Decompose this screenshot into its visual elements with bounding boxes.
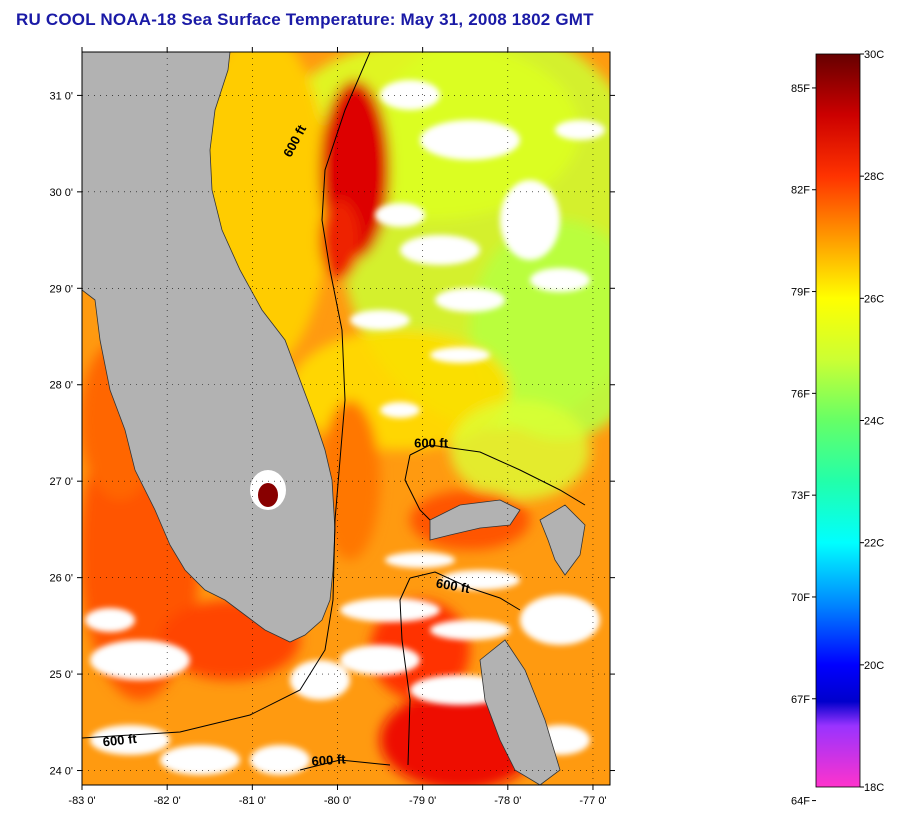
colorbar-fahrenheit-labels: 85F 82F 79F 76F 73F 70F 67F 64F [791, 83, 816, 808]
colorbar-fahrenheit-label: 76F [791, 388, 810, 400]
lat-tick-label: 29 0' [49, 283, 73, 295]
lat-tick-label: 25 0' [49, 669, 73, 681]
land-andros-island [479, 639, 561, 785]
colorbar-fahrenheit-label: 70F [791, 592, 810, 604]
lat-tick-label: 30 0' [49, 187, 73, 199]
land-abaco [539, 504, 586, 576]
colorbar-fahrenheit-label: 64F [791, 796, 810, 808]
lat-tick-label: 31 0' [49, 90, 73, 102]
colorbar-fahrenheit-label: 82F [791, 185, 810, 197]
cloud-cover [85, 80, 605, 775]
colorbar-celsius-label: 22C [864, 538, 884, 550]
lon-tick-label: -81 0' [239, 795, 266, 807]
colorbar [815, 53, 861, 788]
colorbar-fahrenheit-label: 79F [791, 287, 810, 299]
colorbar-celsius-label: 30C [864, 49, 884, 61]
lon-tick-label: -79 0' [409, 795, 436, 807]
colorbar-fahrenheit-label: 67F [791, 694, 810, 706]
colorbar-celsius-label: 28C [864, 171, 884, 183]
colorbar-celsius-label: 24C [864, 416, 884, 428]
contour-label-600ft: 600 ft [414, 435, 449, 450]
colorbar-celsius-label: 18C [864, 782, 884, 794]
lon-tick-label: -80 0' [324, 795, 351, 807]
colorbar-fahrenheit-label: 85F [791, 83, 810, 95]
colorbar-fahrenheit-label: 73F [791, 490, 810, 502]
lon-tick-label: -82 0' [154, 795, 181, 807]
map-frame [81, 51, 611, 786]
contour-label-600ft: 600 ft [102, 731, 138, 750]
lat-axis: 31 0' 30 0' 29 0' 28 0' 27 0' 26 0' 25 0' 24 0' [49, 90, 615, 778]
land-andros-bahamas [429, 499, 521, 541]
lat-tick-label: 26 0' [49, 573, 73, 585]
lon-tick-label: -83 0' [68, 795, 95, 807]
colorbar-celsius-labels: 30C 28C 26C 24C 22C 20C 18C [860, 49, 884, 794]
map-title: RU COOL NOAA-18 Sea Surface Temperature:… [16, 10, 594, 29]
colorbar-celsius-label: 20C [864, 660, 884, 672]
grid-lines [82, 52, 610, 785]
lat-tick-label: 28 0' [49, 380, 73, 392]
colorbar-celsius-label: 26C [864, 293, 884, 305]
lon-tick-label: -77 0' [579, 795, 606, 807]
temperature-patches [82, 52, 610, 785]
lon-axis: -83 0' -82 0' -81 0' -80 0' -79 0' -78 0' -77 … [68, 47, 607, 807]
lake-okeechobee [258, 483, 278, 507]
bathymetry-contours [82, 52, 586, 771]
lat-tick-label: 24 0' [49, 766, 73, 778]
contour-label-600ft: 600 ft [311, 751, 347, 768]
lat-tick-label: 27 0' [49, 476, 73, 488]
contour-label-600ft: 600 ft [435, 575, 472, 596]
lon-tick-label: -78 0' [494, 795, 521, 807]
